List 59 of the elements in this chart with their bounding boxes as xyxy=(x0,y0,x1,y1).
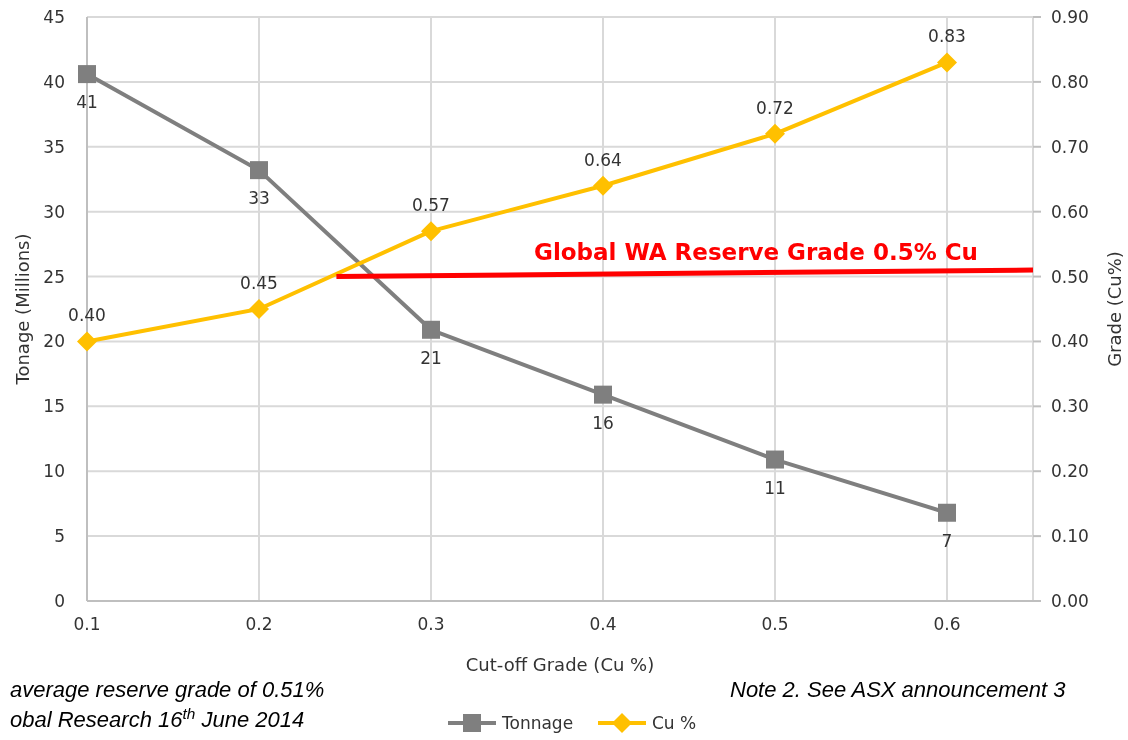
y2-tick-label: 0.50 xyxy=(1051,266,1089,287)
point xyxy=(421,221,441,242)
x-tick-label: 0.4 xyxy=(589,614,617,634)
y2-tick-label: 0.60 xyxy=(1051,201,1089,222)
data-label: 41 xyxy=(76,92,98,113)
point xyxy=(765,123,785,144)
point xyxy=(78,65,96,84)
series-label: Global WA Reserve Grade 0.5% Cu xyxy=(534,239,978,266)
y-tick-label: 25 xyxy=(43,266,65,287)
x-axis-title: Cut-off Grade (Cu %) xyxy=(465,654,655,675)
y-tick-label: 10 xyxy=(43,461,65,482)
legend-label: Tonnage xyxy=(501,713,574,733)
x-tick-label: 0.6 xyxy=(933,614,961,634)
point xyxy=(250,161,268,180)
y-tick-label: 15 xyxy=(43,396,65,417)
data-label: 0.64 xyxy=(584,149,622,170)
text: average reserve grade of 0.51% xyxy=(10,677,325,702)
data-label: 21 xyxy=(420,347,442,368)
y-tick-label: 45 xyxy=(43,7,65,27)
data-label: 33 xyxy=(248,188,270,209)
y2-tick-label: 0.30 xyxy=(1051,396,1089,417)
y2-axis-title: Grade (Cu%) xyxy=(1104,251,1125,367)
legend-label: Cu % xyxy=(652,713,697,733)
y-axis-title: Tonage (Millions) xyxy=(12,233,33,386)
y2-tick-label: 0.00 xyxy=(1051,591,1089,611)
data-label: 7 xyxy=(941,530,953,551)
data-label: 0.83 xyxy=(928,26,966,47)
point xyxy=(77,331,97,352)
y2-tick-label: 0.20 xyxy=(1051,461,1089,482)
y2-tick-label: 0.80 xyxy=(1051,71,1089,92)
y-tick-label: 30 xyxy=(43,201,65,222)
y2-tick-label: 0.90 xyxy=(1051,7,1089,27)
y-tick-label: 35 xyxy=(43,136,65,157)
text: obal Research 16$^{th}$ June 2014 xyxy=(10,704,305,732)
point xyxy=(937,52,957,73)
y2-tick-label: 0.40 xyxy=(1051,331,1089,352)
y-tick-label: 20 xyxy=(43,331,65,352)
point xyxy=(593,175,613,196)
data-label: 0.72 xyxy=(756,97,794,118)
point xyxy=(249,299,269,319)
x-tick-label: 0.3 xyxy=(417,614,445,634)
point xyxy=(594,385,612,404)
point xyxy=(422,320,440,339)
y-tick-label: 40 xyxy=(43,71,65,92)
x-tick-label: 0.5 xyxy=(761,614,789,634)
x-tick-label: 0.1 xyxy=(73,614,101,634)
data-label: 16 xyxy=(592,412,614,433)
point xyxy=(938,503,956,522)
data-label: 11 xyxy=(764,477,786,498)
y2-tick-label: 0.70 xyxy=(1051,136,1089,157)
x-tick-label: 0.2 xyxy=(245,614,273,634)
point xyxy=(766,450,784,469)
y-tick-label: 5 xyxy=(54,526,65,547)
data-label: 0.45 xyxy=(240,273,278,293)
data-label: 0.40 xyxy=(68,305,106,326)
text: Note 2. See ASX announcement 3 xyxy=(730,677,1067,702)
y-tick-label: 0 xyxy=(54,591,65,611)
y2-tick-label: 0.10 xyxy=(1051,526,1089,547)
data-label: 0.57 xyxy=(412,195,450,216)
